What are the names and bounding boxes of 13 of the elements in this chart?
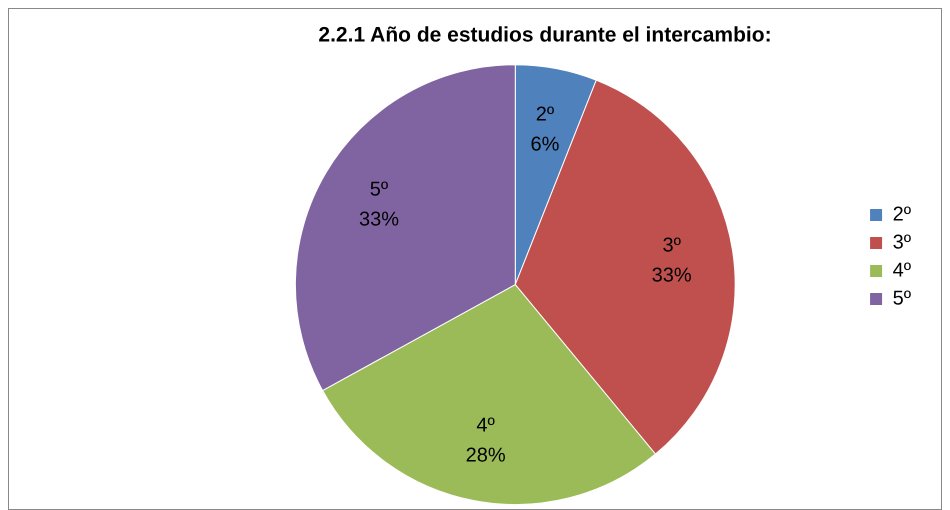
slice-label: 5º [370, 178, 389, 201]
legend-label: 5º [892, 288, 912, 310]
legend-label: 3º [892, 232, 912, 254]
slice-label: 2º [536, 104, 555, 126]
chart-title: 2.2.1 Año de estudios durante el intercambio: [318, 23, 772, 46]
slice-label: 3º [662, 234, 682, 256]
legend-label: 4º [892, 260, 912, 282]
data-label: 28% [466, 444, 506, 467]
data-label: 33% [358, 208, 400, 231]
data-label: 33% [652, 264, 692, 286]
slice-label: 4º [476, 414, 496, 437]
legend-label: 2º [892, 204, 912, 226]
data-label: 6% [530, 134, 560, 156]
